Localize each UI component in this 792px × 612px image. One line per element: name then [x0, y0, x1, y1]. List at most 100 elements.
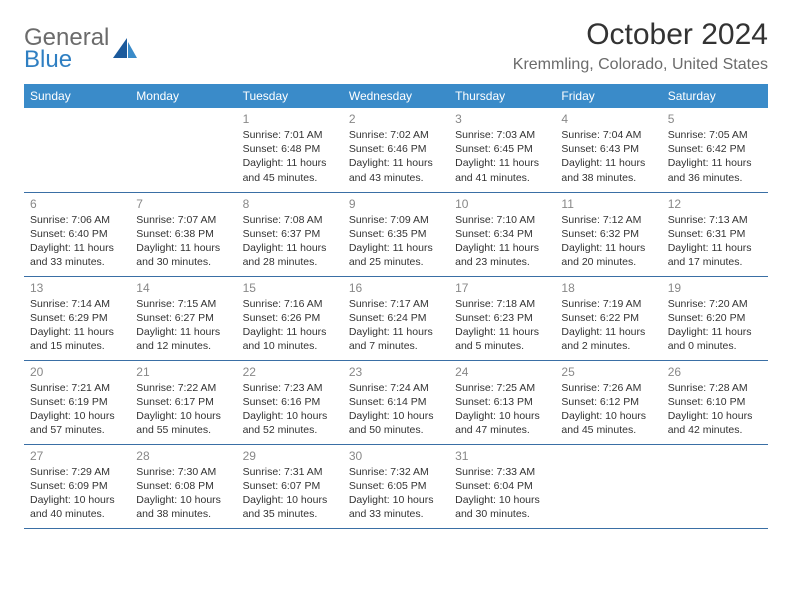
day-number: 5 [668, 112, 762, 126]
day-details: Sunrise: 7:17 AMSunset: 6:24 PMDaylight:… [349, 297, 443, 354]
day-details: Sunrise: 7:21 AMSunset: 6:19 PMDaylight:… [30, 381, 124, 438]
day-number: 12 [668, 197, 762, 211]
day-number: 11 [561, 197, 655, 211]
day-details: Sunrise: 7:06 AMSunset: 6:40 PMDaylight:… [30, 213, 124, 270]
day-number: 2 [349, 112, 443, 126]
day-details: Sunrise: 7:22 AMSunset: 6:17 PMDaylight:… [136, 381, 230, 438]
day-cell: 17Sunrise: 7:18 AMSunset: 6:23 PMDayligh… [449, 276, 555, 360]
day-cell: 10 Sunrise: 7:10 AMSunset: 6:34 PMDayligh… [449, 192, 555, 276]
day-number: 18 [561, 281, 655, 295]
calendar-table: SundayMondayTuesdayWednesdayThursdayFrid… [24, 84, 768, 529]
day-cell: 12 Sunrise: 7:13 AMSunset: 6:31 PMDayligh… [662, 192, 768, 276]
day-number: 7 [136, 197, 230, 211]
day-cell: 5 Sunrise: 7:05 AMSunset: 6:42 PMDaylight… [662, 108, 768, 192]
day-number: 10 [455, 197, 549, 211]
day-cell: 23 Sunrise: 7:24 AMSunset: 6:14 PMDayligh… [343, 360, 449, 444]
day-cell: 2 Sunrise: 7:02 AMSunset: 6:46 PMDaylight… [343, 108, 449, 192]
calendar-body: 1 Sunrise: 7:01 AMSunset: 6:48 PMDaylight… [24, 108, 768, 528]
day-number: 30 [349, 449, 443, 463]
day-number: 9 [349, 197, 443, 211]
day-details: Sunrise: 7:25 AMSunset: 6:13 PMDaylight:… [455, 381, 549, 438]
day-number: 26 [668, 365, 762, 379]
day-details: Sunrise: 7:33 AMSunset: 6:04 PMDaylight:… [455, 465, 549, 522]
day-cell: 4 Sunrise: 7:04 AMSunset: 6:43 PMDaylight… [555, 108, 661, 192]
day-cell: 29 Sunrise: 7:31 AMSunset: 6:07 PMDayligh… [237, 444, 343, 528]
weekday-header: Tuesday [237, 84, 343, 108]
day-number: 1 [243, 112, 337, 126]
day-details: Sunrise: 7:19 AMSunset: 6:22 PMDaylight:… [561, 297, 655, 354]
day-number: 14 [136, 281, 230, 295]
week-row: 1 Sunrise: 7:01 AMSunset: 6:48 PMDaylight… [24, 108, 768, 192]
day-number: 4 [561, 112, 655, 126]
day-details: Sunrise: 7:24 AMSunset: 6:14 PMDaylight:… [349, 381, 443, 438]
day-details: Sunrise: 7:31 AMSunset: 6:07 PMDaylight:… [243, 465, 337, 522]
day-cell: 7 Sunrise: 7:07 AMSunset: 6:38 PMDaylight… [130, 192, 236, 276]
day-details: Sunrise: 7:03 AMSunset: 6:45 PMDaylight:… [455, 128, 549, 185]
day-number: 19 [668, 281, 762, 295]
day-details: Sunrise: 7:30 AMSunset: 6:08 PMDaylight:… [136, 465, 230, 522]
calendar-page: General Blue October 2024 Kremmling, Col… [0, 0, 792, 553]
location-text: Kremmling, Colorado, United States [513, 56, 768, 74]
week-row: 6 Sunrise: 7:06 AMSunset: 6:40 PMDaylight… [24, 192, 768, 276]
title-block: October 2024 Kremmling, Colorado, United… [513, 18, 768, 74]
weekday-header: Monday [130, 84, 236, 108]
day-number: 24 [455, 365, 549, 379]
day-details: Sunrise: 7:01 AMSunset: 6:48 PMDaylight:… [243, 128, 337, 185]
weekday-header: Wednesday [343, 84, 449, 108]
day-details: Sunrise: 7:04 AMSunset: 6:43 PMDaylight:… [561, 128, 655, 185]
day-cell: 9 Sunrise: 7:09 AMSunset: 6:35 PMDaylight… [343, 192, 449, 276]
week-row: 20 Sunrise: 7:21 AMSunset: 6:19 PMDayligh… [24, 360, 768, 444]
weekday-header: Sunday [24, 84, 130, 108]
day-cell: 16 Sunrise: 7:17 AMSunset: 6:24 PMDayligh… [343, 276, 449, 360]
day-number: 15 [243, 281, 337, 295]
day-details: Sunrise: 7:09 AMSunset: 6:35 PMDaylight:… [349, 213, 443, 270]
day-cell: 22 Sunrise: 7:23 AMSunset: 6:16 PMDayligh… [237, 360, 343, 444]
day-cell: 15 Sunrise: 7:16 AMSunset: 6:26 PMDayligh… [237, 276, 343, 360]
day-details: Sunrise: 7:13 AMSunset: 6:31 PMDaylight:… [668, 213, 762, 270]
day-number: 28 [136, 449, 230, 463]
day-details: Sunrise: 7:29 AMSunset: 6:09 PMDaylight:… [30, 465, 124, 522]
day-cell: 26 Sunrise: 7:28 AMSunset: 6:10 PMDayligh… [662, 360, 768, 444]
weekday-header: Friday [555, 84, 661, 108]
day-details: Sunrise: 7:32 AMSunset: 6:05 PMDaylight:… [349, 465, 443, 522]
day-details: Sunrise: 7:10 AMSunset: 6:34 PMDaylight:… [455, 213, 549, 270]
day-number: 17 [455, 281, 549, 295]
day-details: Sunrise: 7:28 AMSunset: 6:10 PMDaylight:… [668, 381, 762, 438]
day-cell: 6 Sunrise: 7:06 AMSunset: 6:40 PMDaylight… [24, 192, 130, 276]
weekday-header-row: SundayMondayTuesdayWednesdayThursdayFrid… [24, 84, 768, 108]
brand-sail-icon [113, 36, 139, 65]
day-number: 22 [243, 365, 337, 379]
week-row: 27 Sunrise: 7:29 AMSunset: 6:09 PMDayligh… [24, 444, 768, 528]
day-cell: 28 Sunrise: 7:30 AMSunset: 6:08 PMDayligh… [130, 444, 236, 528]
empty-cell [555, 444, 661, 528]
day-number: 6 [30, 197, 124, 211]
day-number: 3 [455, 112, 549, 126]
day-cell: 24 Sunrise: 7:25 AMSunset: 6:13 PMDayligh… [449, 360, 555, 444]
day-details: Sunrise: 7:02 AMSunset: 6:46 PMDaylight:… [349, 128, 443, 185]
day-details: Sunrise: 7:26 AMSunset: 6:12 PMDaylight:… [561, 381, 655, 438]
day-number: 23 [349, 365, 443, 379]
day-details: Sunrise: 7:14 AMSunset: 6:29 PMDaylight:… [30, 297, 124, 354]
empty-cell [24, 108, 130, 192]
day-number: 27 [30, 449, 124, 463]
empty-cell [662, 444, 768, 528]
day-cell: 27 Sunrise: 7:29 AMSunset: 6:09 PMDayligh… [24, 444, 130, 528]
day-number: 31 [455, 449, 549, 463]
day-cell: 3 Sunrise: 7:03 AMSunset: 6:45 PMDaylight… [449, 108, 555, 192]
day-number: 20 [30, 365, 124, 379]
day-cell: 25Sunrise: 7:26 AMSunset: 6:12 PMDayligh… [555, 360, 661, 444]
day-cell: 1 Sunrise: 7:01 AMSunset: 6:48 PMDaylight… [237, 108, 343, 192]
day-details: Sunrise: 7:16 AMSunset: 6:26 PMDaylight:… [243, 297, 337, 354]
day-details: Sunrise: 7:08 AMSunset: 6:37 PMDaylight:… [243, 213, 337, 270]
day-number: 16 [349, 281, 443, 295]
day-details: Sunrise: 7:12 AMSunset: 6:32 PMDaylight:… [561, 213, 655, 270]
day-cell: 18 Sunrise: 7:19 AMSunset: 6:22 PMDayligh… [555, 276, 661, 360]
day-details: Sunrise: 7:15 AMSunset: 6:27 PMDaylight:… [136, 297, 230, 354]
day-details: Sunrise: 7:05 AMSunset: 6:42 PMDaylight:… [668, 128, 762, 185]
day-details: Sunrise: 7:07 AMSunset: 6:38 PMDaylight:… [136, 213, 230, 270]
day-cell: 31 Sunrise: 7:33 AMSunset: 6:04 PMDayligh… [449, 444, 555, 528]
month-title: October 2024 [513, 18, 768, 52]
day-number: 29 [243, 449, 337, 463]
day-cell: 21Sunrise: 7:22 AMSunset: 6:17 PMDayligh… [130, 360, 236, 444]
day-details: Sunrise: 7:23 AMSunset: 6:16 PMDaylight:… [243, 381, 337, 438]
